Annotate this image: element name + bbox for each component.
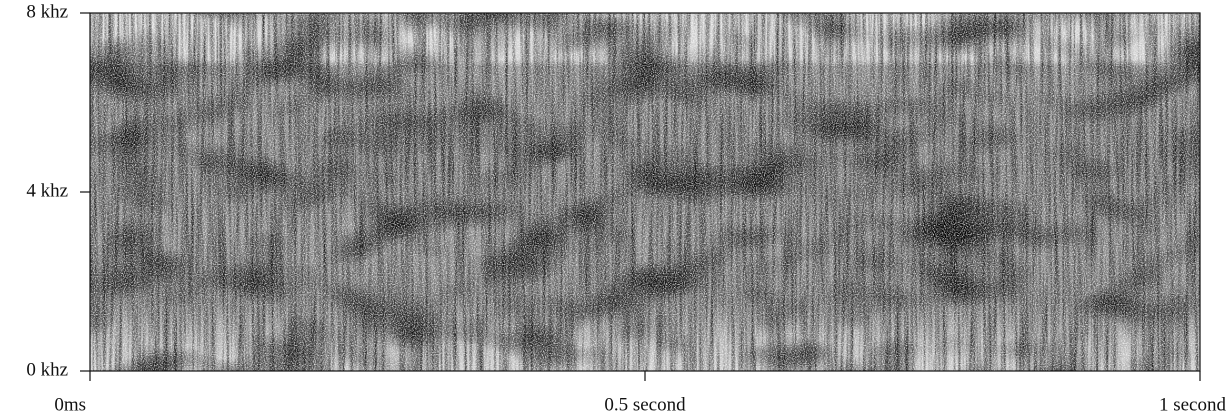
x-tick-label: 0.5 second — [604, 394, 686, 415]
y-tick-label: 0 khz — [26, 359, 68, 380]
y-tick-label: 4 khz — [26, 180, 68, 201]
x-tick-label: 0ms — [54, 394, 86, 415]
spectrogram-image — [90, 13, 1200, 371]
x-tick-label: 1 second — [1159, 394, 1227, 415]
y-tick-label: 8 khz — [26, 1, 68, 22]
